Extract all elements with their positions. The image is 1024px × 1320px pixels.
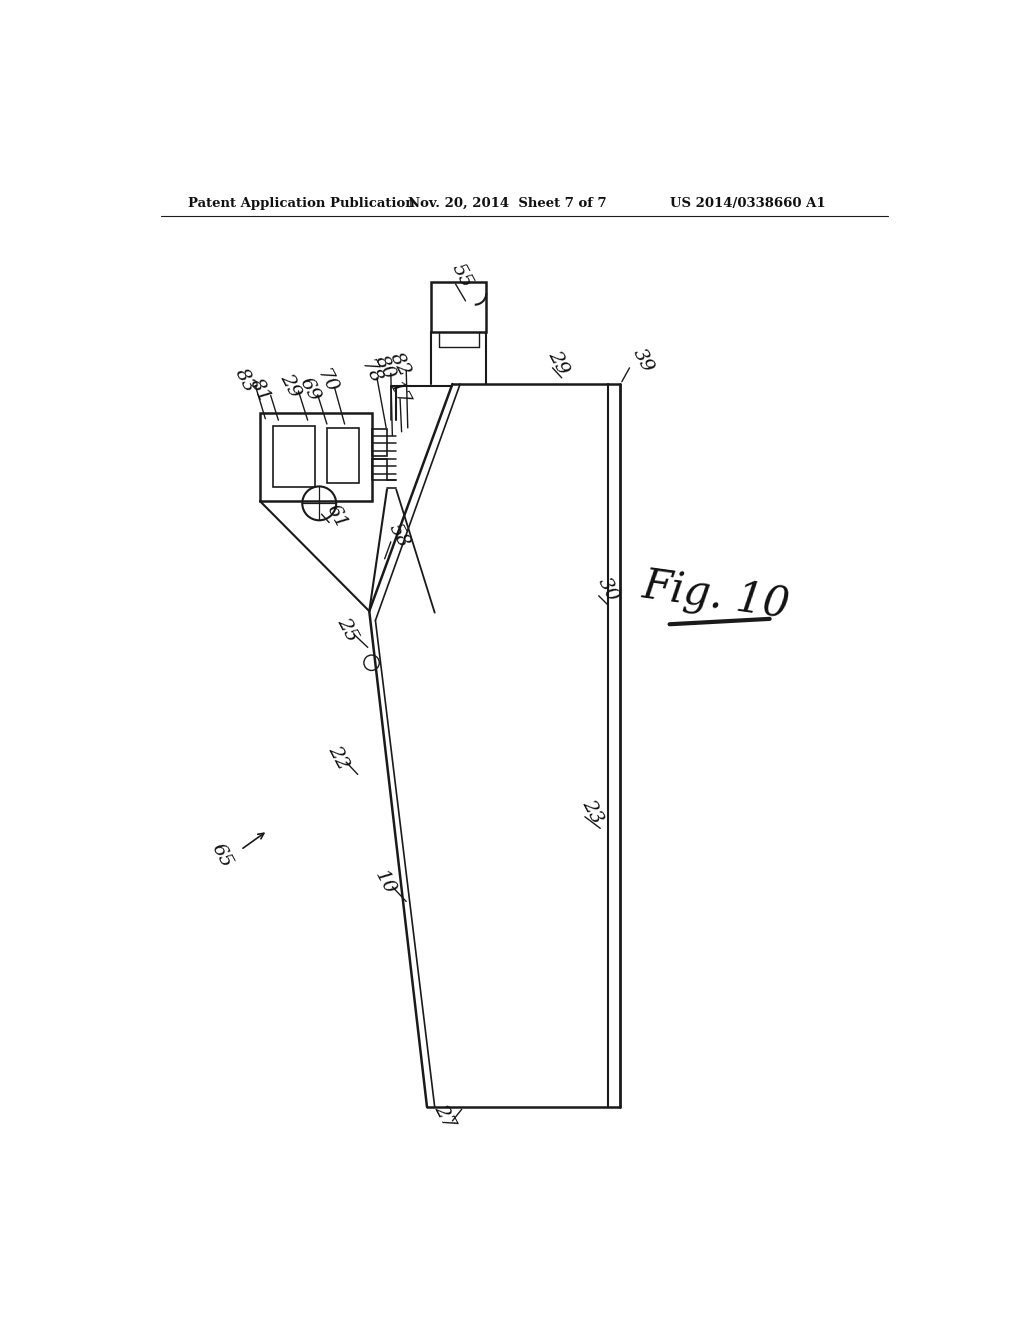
Text: 30: 30 [594,574,622,605]
Text: 25: 25 [334,615,361,644]
Text: 65: 65 [208,840,236,870]
Text: 78: 78 [357,358,385,388]
Bar [372,429,387,457]
Text: 27: 27 [431,1102,459,1133]
Text: 29: 29 [545,347,572,378]
Text: 83: 83 [230,366,258,395]
Text: Patent Application Publication: Patent Application Publication [188,197,415,210]
Text: 81: 81 [246,376,273,407]
Text: 39: 39 [629,345,656,375]
Text: Fig. 10: Fig. 10 [639,565,793,627]
Text: 69: 69 [296,375,323,404]
Text: US 2014/0338660 A1: US 2014/0338660 A1 [670,197,825,210]
Bar [431,281,486,331]
Bar [372,459,387,480]
Text: 61: 61 [324,502,350,532]
Text: 58: 58 [385,520,413,550]
Bar [273,425,315,487]
Text: 55: 55 [447,260,475,290]
Text: 29: 29 [276,371,304,401]
Text: 23: 23 [579,796,606,826]
Bar [327,428,359,483]
Text: 22: 22 [325,742,352,772]
Text: 10: 10 [371,867,398,898]
Text: 82: 82 [386,350,414,380]
Text: Nov. 20, 2014  Sheet 7 of 7: Nov. 20, 2014 Sheet 7 of 7 [408,197,606,210]
Text: 17: 17 [385,378,413,408]
Bar [260,412,372,502]
Text: 80: 80 [371,352,398,383]
Text: 70: 70 [313,367,341,397]
